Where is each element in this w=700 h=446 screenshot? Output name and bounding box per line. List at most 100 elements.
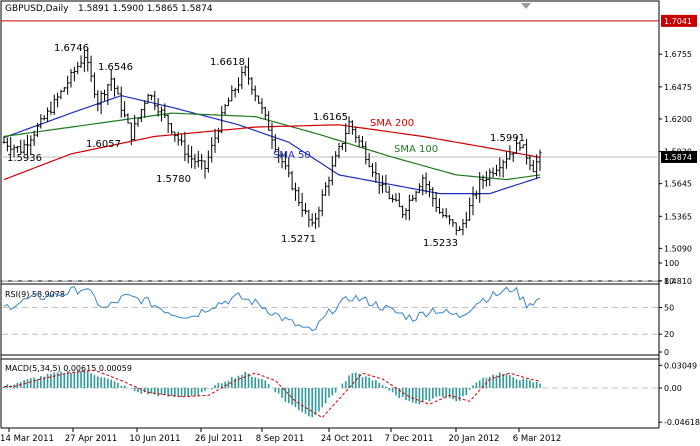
price-tick-6: 1.5090 — [664, 244, 692, 253]
ohlc-bar — [250, 77, 254, 95]
macd-histogram — [3, 369, 541, 418]
ohlc-bar — [32, 130, 36, 146]
price-tick-7: 1.4810 — [664, 277, 692, 286]
ohlc-bar — [109, 69, 113, 92]
ohlc-bar — [347, 116, 351, 135]
ohlc-bar — [123, 101, 127, 118]
ohlc-bar — [367, 153, 371, 168]
ohlc-bar — [267, 111, 271, 131]
ohlc-bar — [2, 136, 6, 144]
ohlc-bar — [431, 186, 435, 207]
ohlc-bar — [424, 172, 428, 194]
ohlc-bar — [210, 137, 214, 163]
ohlc-bar — [186, 144, 190, 164]
ohlc-bar — [273, 134, 277, 153]
ohlc-bar — [193, 153, 197, 170]
ohlc-bar — [183, 131, 187, 162]
ohlc-bar — [448, 215, 452, 225]
price-tick-2: 1.6200 — [664, 115, 692, 124]
ohlc-bar — [223, 103, 227, 115]
ohlc-bar — [166, 114, 170, 133]
ohlc-bar — [66, 75, 70, 95]
symbol-label: GBPUSD,Daily — [5, 4, 69, 14]
ohlc-bar — [9, 136, 13, 156]
ohlc-bar — [441, 208, 445, 218]
ohlc-bar — [518, 141, 522, 151]
ohlc-bar — [531, 160, 535, 173]
annotation-3: 1.5936 — [7, 153, 42, 164]
annotation-7: 1.6165 — [313, 112, 348, 123]
ohlc-bar — [360, 136, 364, 148]
ohlc-bar — [505, 151, 508, 169]
ohlc-bar — [491, 167, 495, 178]
ohlc-bar — [488, 168, 492, 187]
time-tick-6: 7 Dec 2011 — [385, 434, 434, 444]
time-tick-4: 8 Sep 2011 — [256, 434, 304, 444]
ohlc-bar — [277, 147, 281, 164]
time-tick-5: 24 Oct 2011 — [321, 434, 374, 444]
ohlc-bar — [438, 198, 441, 214]
ohlc-bar — [19, 139, 23, 154]
ohlc-bar — [233, 87, 237, 98]
annotation-0: 1.6746 — [54, 43, 89, 54]
ohlc-bar — [464, 211, 468, 229]
ohlc-bar — [25, 134, 29, 156]
rsi-tick-1: 80 — [664, 277, 674, 286]
ohlc-bar — [310, 213, 314, 227]
time-tick-7: 20 Jan 2012 — [449, 434, 500, 444]
ohlc-bar — [243, 65, 247, 77]
ohlc-bar — [478, 172, 482, 203]
ohlc-bar — [468, 197, 472, 221]
ohlc-bar — [421, 174, 425, 196]
ohlc-bar — [59, 89, 63, 100]
ohlc-bar — [414, 190, 418, 203]
rsi-tick-4: 0 — [664, 348, 669, 357]
ohlc-bar — [49, 101, 53, 115]
ohlc-bar — [129, 122, 133, 146]
current-price-label: 1.5874 — [664, 153, 692, 162]
ohlc-bar — [230, 85, 234, 102]
ohlc-bar — [96, 90, 100, 112]
ohlc-bar — [444, 208, 448, 219]
price-panel-frame — [0, 0, 660, 282]
ohlc-bar — [163, 103, 167, 119]
ohlc-bar — [484, 171, 488, 187]
ohlc-bar — [304, 202, 307, 215]
macd-panel: MACD(5,34,5) 0.00615 0.00059 0.03049 0.00 -… — [2, 361, 700, 427]
ohlc-bar — [394, 193, 398, 202]
ohlc-bar — [263, 106, 267, 120]
ohlc-bar — [15, 145, 19, 153]
ohlc-bar — [156, 97, 160, 117]
ohlc-bar — [454, 222, 458, 236]
price-panel: 1.67551.64751.62001.59201.56451.53651.50… — [1, 14, 697, 286]
macd-tick-2: -0.04618 — [664, 418, 700, 427]
ohlc-bar — [62, 86, 66, 92]
ohlc-bar — [143, 100, 147, 118]
ohlc-bar — [22, 139, 26, 155]
scroll-marker-icon[interactable] — [521, 3, 531, 9]
ohlc-bar — [247, 57, 251, 85]
time-axis: 14 Mar 2011 27 Apr 2011 10 Jun 2011 26 Jul … — [0, 428, 561, 444]
ohlc-bar — [387, 185, 391, 200]
ohlc-bar — [56, 92, 60, 108]
ohlc-bar — [5, 137, 9, 152]
ohlc-bar — [350, 120, 354, 135]
ohlc-bar — [434, 192, 438, 213]
macd-tick-1: 0.00 — [664, 384, 682, 393]
ohlc-bar — [89, 55, 93, 82]
macd-title: MACD(5,34,5) 0.00615 0.00059 — [5, 364, 132, 373]
ohlc-bar — [203, 160, 207, 179]
ohlc-bar — [92, 72, 96, 99]
ohlc-bar — [501, 159, 505, 178]
annotation-10: SMA 200 — [370, 118, 414, 129]
ohlc-bar — [173, 131, 177, 142]
ohlc-bar — [99, 90, 103, 115]
ohlc-bar — [253, 85, 257, 102]
ohlc-bar — [494, 164, 498, 177]
ohlc-bar — [451, 219, 455, 227]
ohlc-bar — [290, 170, 294, 191]
ohlc-bar — [200, 153, 204, 170]
ohlc-bar — [133, 114, 137, 142]
ohlc-bar — [240, 66, 244, 90]
